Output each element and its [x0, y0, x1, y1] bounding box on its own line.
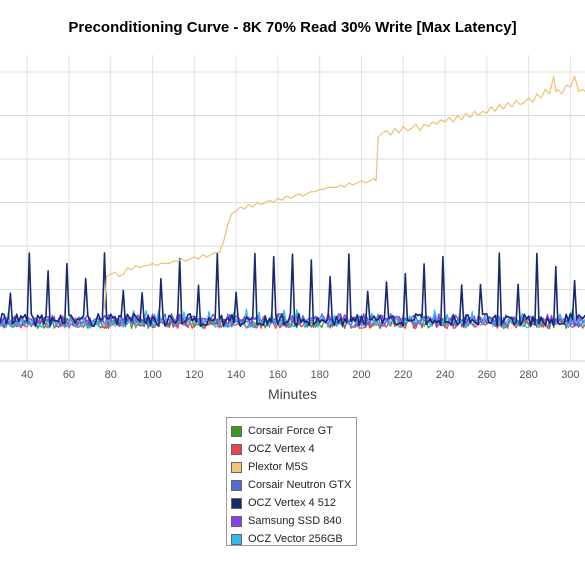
- legend-item: Samsung SSD 840: [231, 512, 356, 530]
- legend: Corsair Force GT OCZ Vertex 4 Plextor M5S C…: [226, 417, 357, 546]
- legend-swatch: [231, 497, 242, 509]
- legend-swatch: [231, 425, 242, 437]
- x-tick-label: 260: [478, 369, 496, 381]
- x-tick-label: 100: [143, 369, 161, 381]
- x-tick-label: 180: [310, 369, 328, 381]
- series-line-ocz-vertex-4-512: [0, 252, 585, 328]
- plot-background: [0, 55, 585, 361]
- x-tick-label: 240: [436, 369, 454, 381]
- chart-title: Preconditioning Curve - 8K 70% Read 30% …: [68, 19, 517, 36]
- legend-label: Plextor M5S: [248, 461, 308, 473]
- legend-swatch: [231, 515, 242, 527]
- plot-area: [0, 75, 585, 330]
- legend-swatch: [231, 479, 242, 491]
- x-tick-label: 120: [185, 369, 203, 381]
- legend-item: Plextor M5S: [231, 458, 356, 476]
- legend-label: OCZ Vertex 4: [248, 443, 315, 455]
- x-tick-label: 300: [561, 369, 579, 381]
- x-axis-ticks: 40 60 80 100 120 140 160 180 200 220 240 260 280 300: [21, 369, 580, 381]
- x-axis-label: Minutes: [267, 386, 318, 402]
- x-tick-label: 280: [519, 369, 537, 381]
- x-tick-label: 140: [227, 369, 245, 381]
- x-tick-label: 220: [394, 369, 412, 381]
- legend-label: OCZ Vertex 4 512: [248, 497, 337, 509]
- x-tick-label: 200: [352, 369, 370, 381]
- legend-label: OCZ Vector 256GB: [248, 533, 343, 545]
- legend-label: Corsair Neutron GTX: [248, 479, 352, 491]
- x-tick-label: 160: [269, 369, 287, 381]
- legend-item: OCZ Vector 256GB: [231, 530, 356, 548]
- legend-item: OCZ Vertex 4 512: [231, 494, 356, 512]
- x-tick-label: 60: [63, 369, 75, 381]
- legend-item: Corsair Neutron GTX: [231, 476, 356, 494]
- x-tick-label: 40: [21, 369, 33, 381]
- series-line-plextor-m5s: [103, 75, 585, 310]
- legend-item: OCZ Vertex 4: [231, 440, 356, 458]
- series-line-ocz-vector-256gb: [0, 308, 585, 329]
- x-tick-label: 80: [105, 369, 117, 381]
- legend-swatch: [231, 533, 242, 545]
- legend-swatch: [231, 443, 242, 455]
- legend-swatch: [231, 461, 242, 473]
- legend-item: Corsair Force GT: [231, 422, 356, 440]
- legend-label: Samsung SSD 840: [248, 515, 342, 527]
- legend-label: Corsair Force GT: [248, 425, 333, 437]
